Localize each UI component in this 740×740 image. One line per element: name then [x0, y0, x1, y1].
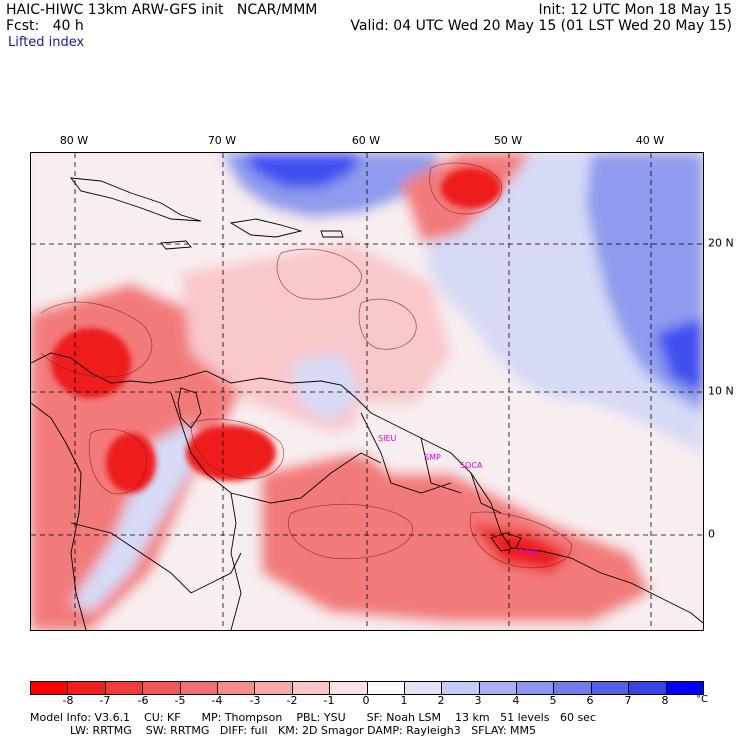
colorbar-segment	[292, 682, 331, 694]
lon-label-80w: 80 W	[59, 134, 89, 147]
colorbar	[30, 681, 704, 695]
shade-unstable-south-core	[471, 523, 571, 573]
border-suriname	[420, 437, 462, 494]
colorbar-tick: 3	[474, 694, 482, 707]
forecast-hour: Fcst: 40 h	[6, 18, 84, 34]
contour-8	[358, 298, 417, 350]
border-guyana	[360, 412, 452, 494]
colorbar-tick: -7	[99, 694, 111, 707]
colorbar-segment	[517, 682, 555, 694]
contour-6	[88, 428, 147, 495]
coastlines	[31, 177, 703, 630]
border-colombia-venezuela	[170, 392, 237, 554]
lifted-index-map: SIEU SMP SOCA SOBE	[31, 153, 703, 630]
contour-outlines	[40, 162, 572, 569]
colorbar-segment	[442, 682, 480, 694]
colorbar-segment	[31, 682, 69, 694]
lat-label-0: 0	[708, 527, 715, 541]
coast-cuba	[70, 177, 202, 222]
shade-unstable-south	[261, 453, 651, 623]
shade-stable-andes	[71, 423, 201, 613]
shade-core-brazil	[291, 523, 371, 563]
colorbar-tick: -3	[249, 694, 261, 707]
shade-core-panama	[51, 328, 131, 398]
colorbar-segment	[255, 682, 293, 694]
model-title: HAIC-HIWC 13km ARW-GFS init NCAR/MMM	[6, 2, 318, 18]
colorbar-tick: -2	[286, 694, 298, 707]
shade-stable-north-core	[241, 153, 361, 188]
shade-stable-far-east-core	[656, 318, 703, 393]
contour-3	[429, 162, 502, 215]
colorbar-tick: 2	[437, 694, 445, 707]
colorbar-segment	[554, 682, 592, 694]
colorbar-tick: -8	[62, 694, 74, 707]
colorbar-tick: -6	[137, 694, 149, 707]
region-labels: SIEU SMP SOCA SOBE	[378, 434, 540, 557]
colorbar-segment	[217, 682, 256, 694]
lat-label-20n: 20 N	[708, 236, 734, 250]
contour-7	[276, 248, 362, 300]
colorbar-segment	[180, 682, 218, 694]
colorbar-segment	[330, 682, 368, 694]
graticule	[31, 153, 703, 630]
contour-5	[469, 511, 572, 569]
colorbar-segment	[105, 682, 144, 694]
colorbar-tick: -5	[174, 694, 186, 707]
colorbar-tick: -4	[211, 694, 223, 707]
colorbar-tick: 8	[661, 694, 669, 707]
colorbar-tick: 4	[512, 694, 520, 707]
colorbar-tick: 6	[586, 694, 594, 707]
map-panel: SIEU SMP SOCA SOBE	[30, 152, 704, 631]
colorbar-segment	[591, 682, 630, 694]
colorbar-segment	[666, 682, 704, 694]
colorbar-unit: °C	[696, 694, 708, 705]
lat-label-10n: 10 N	[708, 384, 734, 398]
coast-hispaniola	[229, 218, 303, 238]
lon-label-40w: 40 W	[635, 134, 665, 147]
coast-marajo	[490, 532, 522, 552]
lon-label-70w: 70 W	[207, 134, 237, 147]
colorbar-segment	[404, 682, 443, 694]
shade-neutral-amazon	[351, 403, 471, 473]
border-brazil-peru	[230, 552, 242, 630]
colorbar-segment	[629, 682, 667, 694]
colorbar-tick: 1	[400, 694, 408, 707]
field-name: Lifted index	[8, 35, 85, 50]
init-time: Init: 12 UTC Mon 18 May 15	[538, 2, 732, 18]
shade-core-atlantic	[441, 168, 501, 208]
colorbar-segment	[68, 682, 106, 694]
colorbar-segment	[367, 682, 405, 694]
shade-core-pacific	[106, 433, 156, 493]
colorbar-tick: 5	[549, 694, 557, 707]
colorbar-tick: 0	[362, 694, 370, 707]
coast-central-america	[31, 352, 703, 624]
border-ecuador-peru	[70, 522, 242, 594]
coast-pacific-south-america	[31, 402, 87, 630]
coast-jamaica	[160, 240, 192, 250]
model-info-line1: Model Info: V3.6.1 CU: KF MP: Thompson P…	[30, 711, 597, 724]
region-label-smp: SMP	[424, 453, 441, 462]
model-info-line2: LW: RRTMG SW: RRTMG DIFF: full KM: 2D Sm…	[70, 724, 536, 737]
colorbar-segment	[479, 682, 518, 694]
lon-label-50w: 50 W	[493, 134, 523, 147]
region-label-sieu: SIEU	[378, 434, 396, 443]
colorbar-tick: 7	[624, 694, 632, 707]
contour-2	[190, 418, 284, 480]
region-label-sobe: SOBE	[518, 548, 540, 557]
shade-unstable-central	[181, 243, 451, 433]
contour-4	[288, 503, 413, 560]
colorbar-tick: -1	[323, 694, 335, 707]
colorbar-segment	[143, 682, 181, 694]
coast-puerto-rico	[320, 230, 344, 238]
shade-stable-central	[291, 353, 361, 423]
region-label-soca: SOCA	[460, 461, 483, 470]
lon-label-60w: 60 W	[351, 134, 381, 147]
border-venezuela-brazil	[230, 452, 382, 504]
valid-time: Valid: 04 UTC Wed 20 May 15 (01 LST Wed …	[350, 18, 732, 34]
contour-1	[40, 301, 153, 378]
border-french-guiana	[470, 472, 502, 514]
shade-core-colombia	[186, 425, 276, 481]
